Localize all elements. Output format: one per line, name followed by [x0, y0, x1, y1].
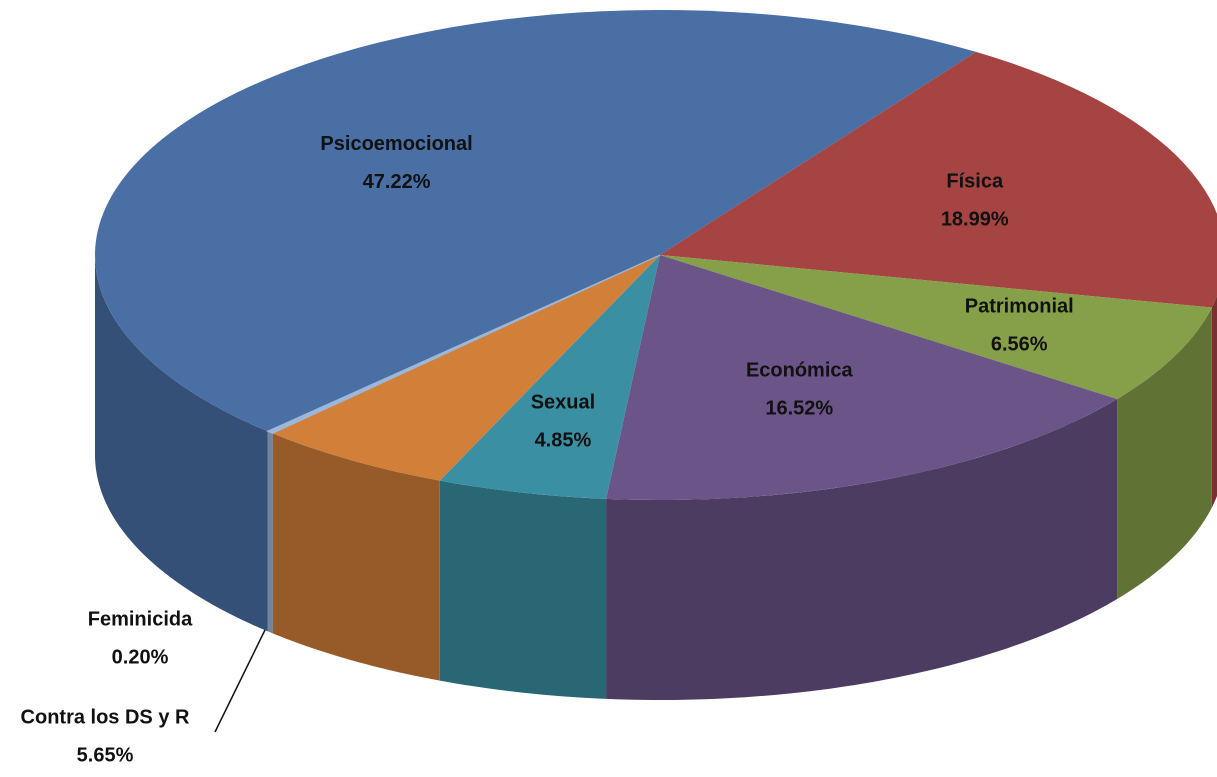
slice-side [95, 255, 268, 632]
slice-label: Física [946, 171, 1004, 193]
slice-side [1117, 307, 1212, 600]
leader-line [214, 629, 266, 733]
slice [439, 255, 660, 499]
slice [272, 255, 660, 481]
slice-value-label: 16.52% [765, 397, 833, 419]
slice-side [272, 433, 440, 681]
slice-side [606, 399, 1118, 700]
slice [660, 51, 1217, 308]
slice-label: Patrimonial [965, 296, 1074, 318]
slice-value-label: 5.65% [77, 744, 134, 766]
slice [606, 255, 1118, 500]
slice-side [1211, 296, 1217, 508]
slice-value-label: 0.20% [112, 646, 169, 668]
slice-value-label: 4.85% [535, 430, 592, 452]
slice-label: Feminicida [88, 608, 193, 630]
slice-label: Económica [746, 359, 854, 381]
slice [95, 10, 977, 432]
slice [660, 255, 1212, 400]
slice-label: Contra los DS y R [21, 706, 190, 728]
slice-side [439, 480, 607, 699]
slice-side [267, 431, 273, 634]
slice-label: Sexual [531, 392, 595, 414]
slice-value-label: 47.22% [363, 171, 431, 193]
slice-value-label: 18.99% [941, 209, 1009, 231]
slice-value-label: 6.56% [991, 334, 1048, 356]
slice [266, 254, 661, 434]
slice-label: Psicoemocional [320, 133, 472, 155]
